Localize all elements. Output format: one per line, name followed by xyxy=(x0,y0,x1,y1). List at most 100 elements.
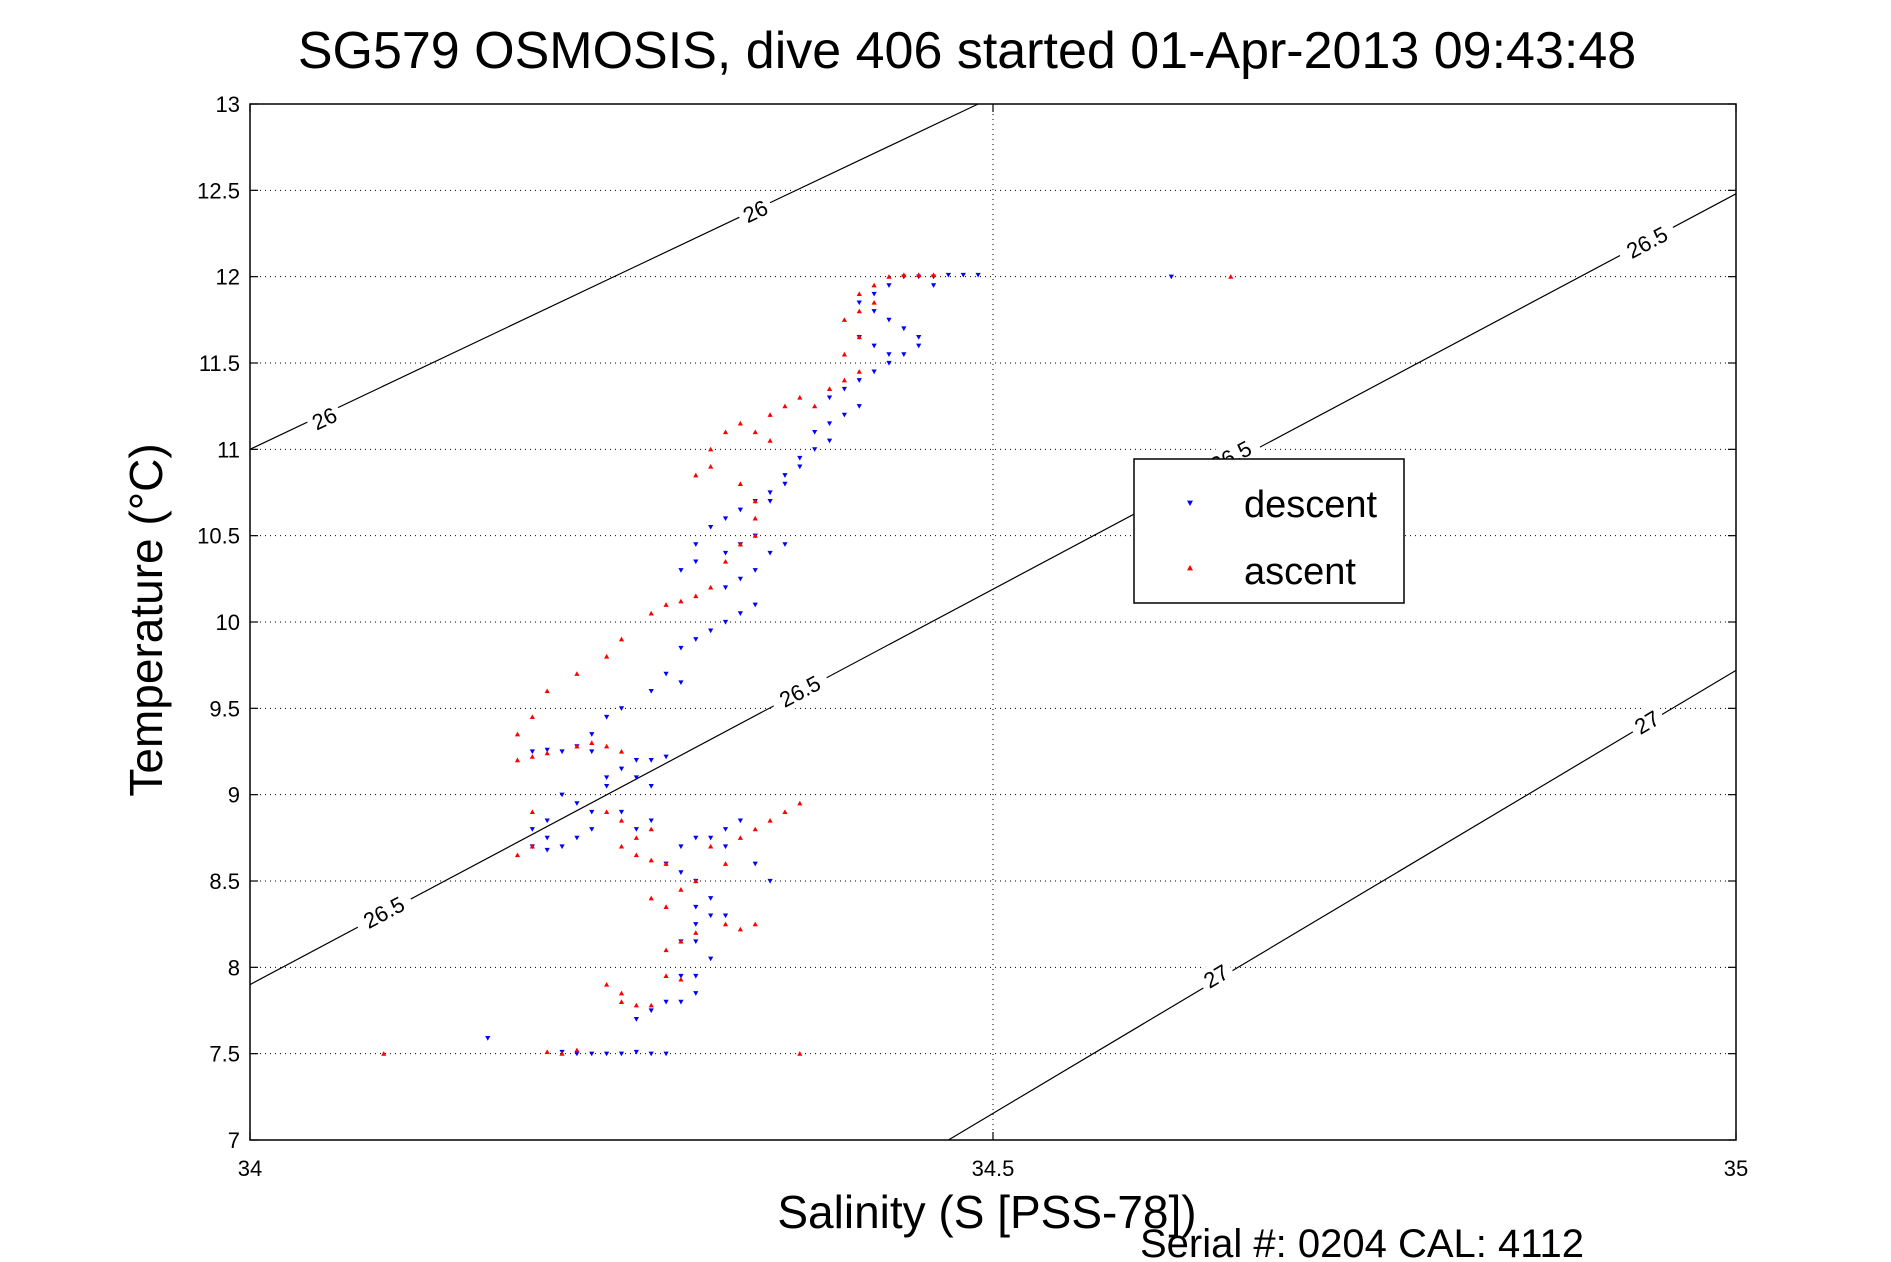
descent-point xyxy=(693,939,699,945)
ascent-point xyxy=(514,757,521,763)
descent-point xyxy=(767,550,773,556)
descent-point xyxy=(752,602,758,608)
descent-point xyxy=(886,317,892,323)
ascent-point xyxy=(708,446,714,452)
ascent-point xyxy=(618,817,625,823)
ascent-point xyxy=(767,412,773,417)
legend-ascent-marker xyxy=(1187,565,1193,571)
y-axis-label: Temperature (°C) xyxy=(120,443,172,796)
descent-point xyxy=(782,481,788,487)
descent-point xyxy=(574,835,580,841)
ascent-point xyxy=(544,688,550,694)
legend-box xyxy=(1133,458,1405,604)
ascent-point xyxy=(841,317,847,322)
x-axis-label: Salinity (S [PSS-78]) xyxy=(777,1186,1196,1238)
contour-label-background xyxy=(303,399,346,438)
descent-point xyxy=(633,758,639,763)
ascent-point xyxy=(381,1051,387,1056)
descent-point xyxy=(826,395,833,401)
ascent-point xyxy=(856,369,862,374)
descent-point xyxy=(782,542,788,547)
legend-ascent-label: ascent xyxy=(1244,551,1356,593)
ascent-marker-icon xyxy=(1187,565,1193,571)
descent-point xyxy=(708,913,714,919)
serial-cal-footer: Serial #: 0204 CAL: 4112 xyxy=(1140,1222,1584,1262)
y-tick-label: 8 xyxy=(228,955,240,980)
descent-point xyxy=(752,568,758,573)
y-tick-label: 7 xyxy=(228,1128,240,1153)
ascent-point xyxy=(663,861,669,866)
ascent-point xyxy=(752,515,758,521)
contour-label-background xyxy=(1194,956,1238,996)
ascent-point xyxy=(737,481,743,486)
x-tick-label: 35 xyxy=(1724,1156,1748,1181)
descent-point xyxy=(574,801,580,806)
ascent-point xyxy=(1228,274,1234,279)
descent-point xyxy=(737,507,743,513)
y-tick-label: 10.5 xyxy=(197,524,240,549)
descent-point xyxy=(930,283,937,288)
ascent-point xyxy=(529,843,535,849)
ascent-point xyxy=(663,973,669,979)
descent-point xyxy=(544,747,550,753)
descent-point xyxy=(589,1051,595,1057)
descent-point xyxy=(529,827,535,832)
ascent-point xyxy=(812,403,818,409)
descent-point xyxy=(633,1049,639,1055)
descent-point xyxy=(648,1008,654,1014)
ascent-point xyxy=(544,750,550,756)
descent-point xyxy=(678,645,684,651)
descent-point xyxy=(559,749,565,755)
ascent-point xyxy=(574,743,580,749)
descent-point xyxy=(916,343,922,349)
descent-point xyxy=(886,360,892,366)
ascent-point xyxy=(856,291,862,297)
descent-point xyxy=(856,300,862,306)
ascent-point xyxy=(618,999,625,1004)
ascent-point xyxy=(648,857,654,863)
ascent-point xyxy=(722,861,729,866)
descent-point xyxy=(618,809,625,815)
ascent-point xyxy=(693,930,699,935)
ascent-point xyxy=(663,947,669,953)
ascent-point xyxy=(752,921,758,927)
ascent-point xyxy=(529,809,535,815)
ascent-point xyxy=(752,533,758,538)
descent-point xyxy=(678,999,684,1005)
ascent-point xyxy=(886,274,892,279)
descent-point xyxy=(678,870,684,875)
descent-point xyxy=(797,464,803,470)
ascent-point xyxy=(782,809,788,815)
ascent-point xyxy=(633,852,639,858)
contour-label-background xyxy=(734,192,777,231)
ascent-point xyxy=(589,740,595,745)
descent-point xyxy=(708,835,714,841)
density-contour-line xyxy=(249,103,979,450)
descent-point xyxy=(648,783,654,789)
ascent-point xyxy=(930,272,937,278)
ascent-point xyxy=(604,743,610,749)
y-tick-label: 11 xyxy=(217,437,240,462)
ascent-point xyxy=(856,334,862,340)
descent-point xyxy=(722,844,729,850)
ascent-point xyxy=(871,299,877,305)
ascent-point xyxy=(737,835,743,840)
descent-point xyxy=(841,412,847,418)
descent-point xyxy=(886,283,892,288)
density-contour-line xyxy=(249,193,1737,986)
ascent-point xyxy=(871,282,877,288)
x-tick-label: 34 xyxy=(238,1156,262,1181)
ascent-point xyxy=(618,843,625,849)
descent-point xyxy=(693,991,699,996)
descent-point xyxy=(722,619,729,625)
descent-point xyxy=(722,585,729,591)
descent-point xyxy=(812,429,818,435)
descent-point xyxy=(693,542,699,547)
descent-point xyxy=(633,775,639,780)
ascent-point xyxy=(767,817,773,823)
contour-label-background xyxy=(351,886,417,938)
descent-point xyxy=(678,973,684,979)
descent-point xyxy=(693,835,699,841)
descent-point xyxy=(708,628,714,634)
ascent-point xyxy=(648,895,654,901)
